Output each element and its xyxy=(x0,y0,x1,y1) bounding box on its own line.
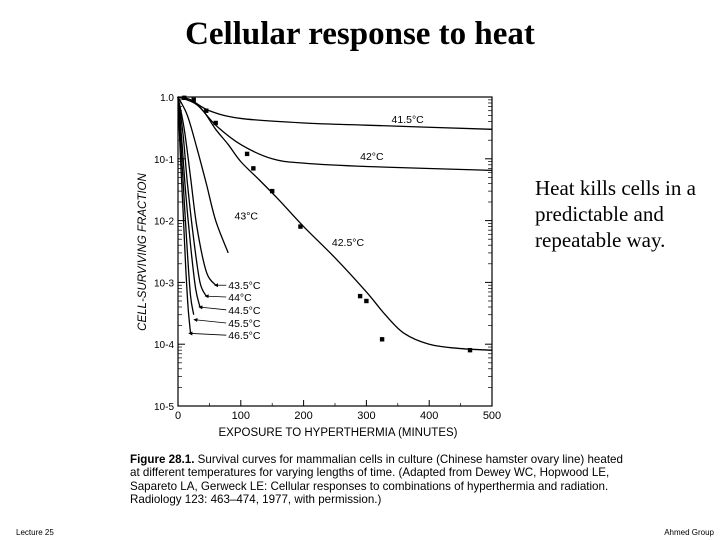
series-line xyxy=(177,96,493,172)
chart-series-labels: 41.5°C 42°C 43°C 42.5°C 43.5°C44°C44.5°C45.5… xyxy=(188,114,425,342)
series-line xyxy=(177,96,217,286)
data-point xyxy=(191,97,196,103)
series-line xyxy=(177,96,229,254)
chart-series-lines xyxy=(177,96,493,351)
label-arrow xyxy=(193,317,227,324)
data-point xyxy=(244,151,250,157)
slide-title: Cellular response to heat xyxy=(185,16,535,52)
data-point xyxy=(379,337,385,342)
data-point xyxy=(298,224,303,229)
y-tick-label: 1.0 xyxy=(160,93,174,104)
x-tick-label: 100 xyxy=(232,410,250,422)
y-tick-label: 10-3 xyxy=(154,278,174,289)
x-tick-label: 200 xyxy=(294,410,312,422)
y-tick-label: 10-4 xyxy=(154,340,174,351)
chart-frame xyxy=(177,96,493,407)
y-tick-label: 10-2 xyxy=(154,217,174,228)
series-label: 42.5°C xyxy=(332,237,365,249)
series-line xyxy=(177,96,201,308)
data-point xyxy=(467,347,473,353)
series-line xyxy=(177,96,192,334)
x-axis-label: EXPOSURE TO HYPERTHERMIA (MINUTES) xyxy=(219,427,458,439)
series-label: 46.5°C xyxy=(228,330,261,342)
plot-area-frame xyxy=(177,96,493,407)
y-tick-label: 10-5 xyxy=(154,402,174,413)
x-tick-label: 500 xyxy=(483,410,501,422)
label-arrow xyxy=(198,305,227,311)
label-arrow xyxy=(204,294,227,299)
y-axis-label: CELL-SURVIVING FRACTION xyxy=(137,172,149,330)
series-label: 45.5°C xyxy=(228,318,261,330)
label-arrow xyxy=(188,331,227,336)
series-label: 43.5°C xyxy=(228,280,261,292)
chart-ticks: 1.0 10-1 10-2 10-3 10-4 10-50 100 200 300 400 500 xyxy=(154,93,501,422)
figure-caption: Figure 28.1. Survival curves for mammali… xyxy=(130,453,630,507)
caption-body: Survival curves for mammalian cells in c… xyxy=(130,453,623,507)
data-point xyxy=(204,108,209,113)
data-point xyxy=(364,298,369,304)
series-label: 43°C xyxy=(235,211,259,223)
data-point xyxy=(182,95,187,101)
chart-data-points xyxy=(182,95,473,353)
series-label: 41.5°C xyxy=(392,114,425,126)
data-point xyxy=(270,188,275,194)
side-text: Heat kills cells in a predictable and re… xyxy=(535,176,696,252)
x-tick-label: 300 xyxy=(357,410,375,422)
caption-label: Figure 28.1. xyxy=(130,453,195,466)
x-tick-label: 400 xyxy=(420,410,438,422)
series-line xyxy=(177,96,207,297)
data-point xyxy=(251,166,256,171)
series-line xyxy=(177,96,493,351)
series-label: 44°C xyxy=(228,292,252,304)
footer-group: Ahmed Group xyxy=(664,528,714,537)
y-tick-label: 10-1 xyxy=(154,155,174,166)
series-label: 44.5°C xyxy=(228,305,261,317)
x-tick-label: 0 xyxy=(175,410,181,422)
data-point xyxy=(357,293,363,299)
data-point xyxy=(213,120,218,126)
series-line xyxy=(177,96,493,130)
series-line xyxy=(177,96,195,315)
series-label: 42°C xyxy=(360,151,384,163)
survival-chart: 1.010-110-210-310-410-50 100 200 300 400 500 … xyxy=(137,93,501,439)
footer-lecture: Lecture 25 xyxy=(16,528,54,537)
